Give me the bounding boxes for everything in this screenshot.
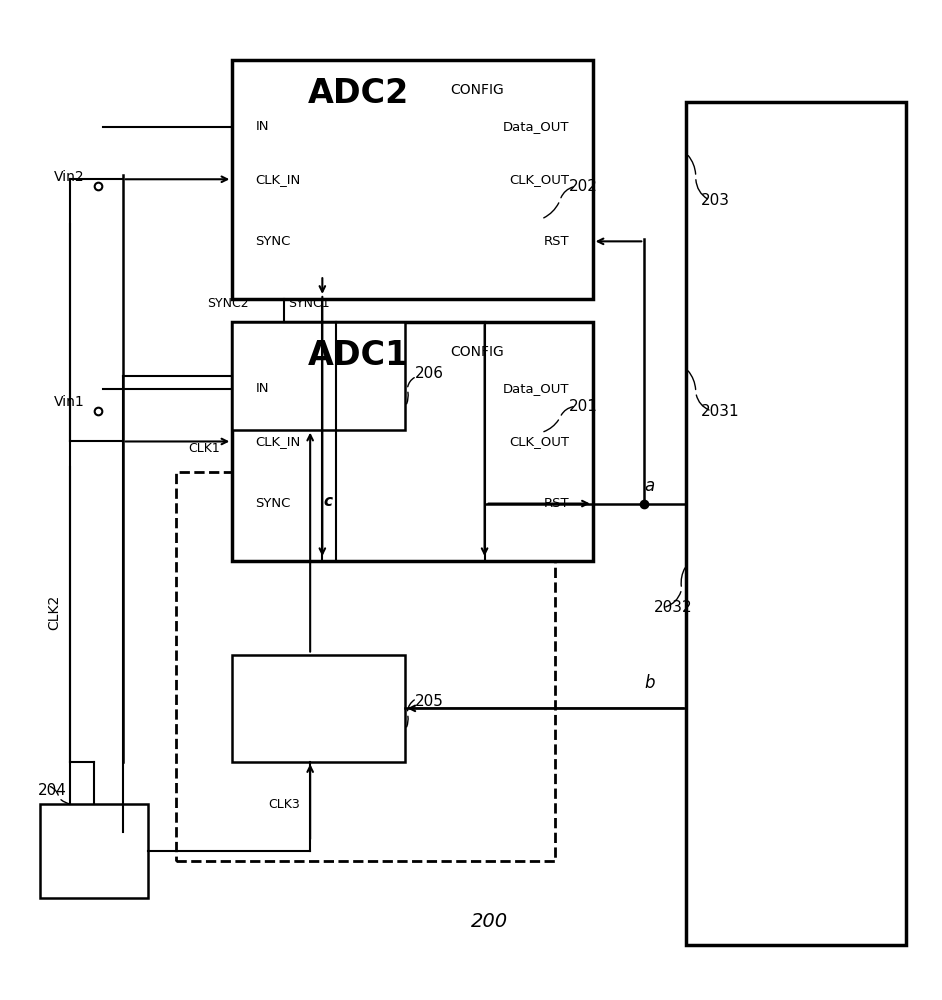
Text: Vin1: Vin1 — [55, 395, 85, 409]
Bar — [233, 655, 405, 762]
Text: SYNC: SYNC — [255, 235, 291, 248]
Text: 204: 204 — [39, 783, 67, 798]
Text: CONFIG: CONFIG — [450, 83, 504, 97]
Text: RST: RST — [544, 497, 569, 510]
Text: 203: 203 — [701, 193, 729, 208]
Text: IN: IN — [255, 382, 269, 395]
Text: Data_OUT: Data_OUT — [503, 120, 569, 133]
Bar — [687, 102, 906, 945]
Text: SYNC: SYNC — [255, 497, 291, 510]
Text: 206: 206 — [414, 366, 444, 381]
Text: ADC2: ADC2 — [308, 77, 409, 110]
Bar — [41, 804, 148, 898]
Text: CLK_OUT: CLK_OUT — [510, 173, 569, 186]
Bar — [176, 472, 555, 861]
Text: IN: IN — [255, 120, 269, 133]
Text: CLK_IN: CLK_IN — [255, 173, 300, 186]
Text: CLK_OUT: CLK_OUT — [510, 435, 569, 448]
Text: Data_OUT: Data_OUT — [503, 382, 569, 395]
Bar — [233, 60, 593, 299]
Text: CLK3: CLK3 — [268, 798, 300, 811]
Text: 205: 205 — [414, 694, 444, 709]
Bar — [233, 322, 405, 430]
Text: 2031: 2031 — [701, 404, 739, 419]
Text: SYNC2: SYNC2 — [207, 297, 249, 310]
Text: 200: 200 — [471, 912, 509, 931]
Text: ADC1: ADC1 — [308, 339, 409, 372]
Text: CLK1: CLK1 — [188, 442, 220, 455]
Bar — [233, 322, 593, 561]
Text: c: c — [323, 494, 332, 509]
Text: CLK2: CLK2 — [47, 595, 61, 630]
Text: a: a — [644, 477, 655, 495]
Text: 202: 202 — [569, 179, 598, 194]
Text: RST: RST — [544, 235, 569, 248]
Text: SYNC1: SYNC1 — [288, 297, 330, 310]
Text: Vin2: Vin2 — [55, 170, 85, 184]
Text: 2032: 2032 — [654, 600, 692, 615]
Text: CLK_IN: CLK_IN — [255, 435, 300, 448]
Text: 201: 201 — [569, 399, 598, 414]
Text: b: b — [644, 674, 655, 692]
Text: CONFIG: CONFIG — [450, 345, 504, 359]
